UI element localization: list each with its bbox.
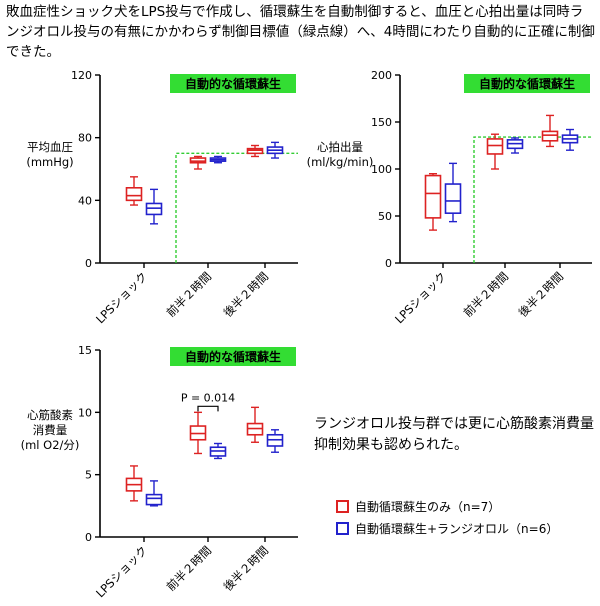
annotation-bracket [197, 405, 219, 412]
y-axis-label: (ml O2/分) [21, 438, 80, 452]
y-tick-label: 50 [378, 210, 392, 223]
y-tick-label: 40 [78, 194, 92, 207]
legend-swatch-red [336, 499, 349, 513]
box-red [189, 411, 207, 455]
banner-box [170, 347, 296, 366]
legend-item-blue: 自動循環蘇生+ランジオロル（n=6） [336, 517, 558, 539]
box-blue [145, 480, 163, 507]
box-iqr [541, 130, 559, 142]
y-tick-label: 0 [85, 531, 92, 544]
box-red [486, 133, 504, 170]
box-blue [145, 188, 163, 225]
category-label: 後半２時間 [221, 543, 272, 594]
banner-box [464, 74, 590, 93]
y-tick-label: 5 [85, 469, 92, 482]
category-label: 後半２時間 [516, 269, 567, 320]
category-label: 前半２時間 [164, 543, 215, 594]
category-label: 前半２時間 [461, 269, 512, 320]
box-red [541, 114, 559, 148]
box-red [424, 172, 442, 231]
box-blue [561, 128, 579, 151]
y-axis-label: 心筋酸素 [27, 408, 73, 422]
y-tick-label: 15 [78, 344, 92, 357]
box-iqr [444, 183, 462, 214]
chart-3: 自動的な循環蘇生 0 5 10 15 心筋酸素消費量(ml O2/分) LPSショック 前半２… [21, 344, 298, 600]
legend-label-red: 自動循環蘇生のみ（n=7） [355, 499, 501, 514]
y-tick-label: 200 [371, 69, 392, 82]
y-tick-label: 10 [78, 406, 92, 419]
chart-2: 自動的な循環蘇生 0 50 100 150 200 心拍出量(ml/kg/min) LPSショ… [307, 69, 592, 326]
note-text: ランジオロル投与群では更に心筋酸素消費量抑制効果も認められた。 [314, 416, 594, 453]
category-label: LPSショック [392, 269, 449, 326]
banner-label: 自動的な循環蘇生 [185, 349, 281, 364]
y-axis-label: (ml/kg/min) [307, 155, 374, 169]
banner-label: 自動的な循環蘇生 [185, 76, 281, 91]
box-blue [209, 442, 227, 460]
box-red [125, 465, 143, 502]
chart-1: 自動的な循環蘇生 0 40 80 120 平均血圧(mmHg) LPSショック 前半２時間 後半… [26, 69, 298, 326]
banner-label: 自動的な循環蘇生 [479, 76, 575, 91]
target-line [175, 152, 298, 263]
legend-swatch-blue [336, 521, 349, 535]
box-red [189, 155, 207, 170]
y-tick-label: 100 [371, 163, 392, 176]
box-red [125, 176, 143, 206]
box-red [246, 406, 264, 443]
box-iqr [424, 174, 442, 219]
y-axis-label: (mmHg) [26, 155, 73, 169]
y-tick-label: 120 [71, 69, 92, 82]
box-iqr [486, 138, 504, 155]
legend-label-blue: 自動循環蘇生+ランジオロル（n=6） [355, 521, 559, 536]
header-text: 敗血症性ショック犬をLPS投与で作成し、循環蘇生を自動制御すると、血圧と心拍出量… [6, 4, 595, 60]
legend: 自動循環蘇生のみ（n=7） 自動循環蘇生+ランジオロル（n=6） [336, 495, 558, 539]
category-label: 後半２時間 [221, 269, 272, 320]
y-tick-label: 0 [85, 257, 92, 270]
category-label: 前半２時間 [164, 269, 215, 320]
box-blue [266, 141, 284, 159]
box-blue [444, 162, 462, 223]
category-label: LPSショック [93, 269, 150, 326]
target-line [473, 136, 592, 263]
y-tick-label: 150 [371, 116, 392, 129]
legend-item-red: 自動循環蘇生のみ（n=7） [336, 495, 558, 517]
y-axis-label: 心拍出量 [317, 140, 363, 154]
annotation-text: P = 0.014 [181, 391, 235, 404]
y-tick-label: 80 [78, 132, 92, 145]
y-axis-label: 消費量 [33, 423, 68, 437]
box-blue [209, 155, 227, 164]
category-label: LPSショック [93, 543, 150, 600]
box-iqr [145, 493, 163, 506]
box-iqr [125, 187, 143, 202]
box-red [246, 144, 264, 158]
box-blue [266, 429, 284, 453]
y-tick-label: 0 [385, 257, 392, 270]
box-blue [506, 137, 524, 154]
banner-box [170, 74, 296, 93]
y-axis-label: 平均血圧 [27, 140, 73, 154]
